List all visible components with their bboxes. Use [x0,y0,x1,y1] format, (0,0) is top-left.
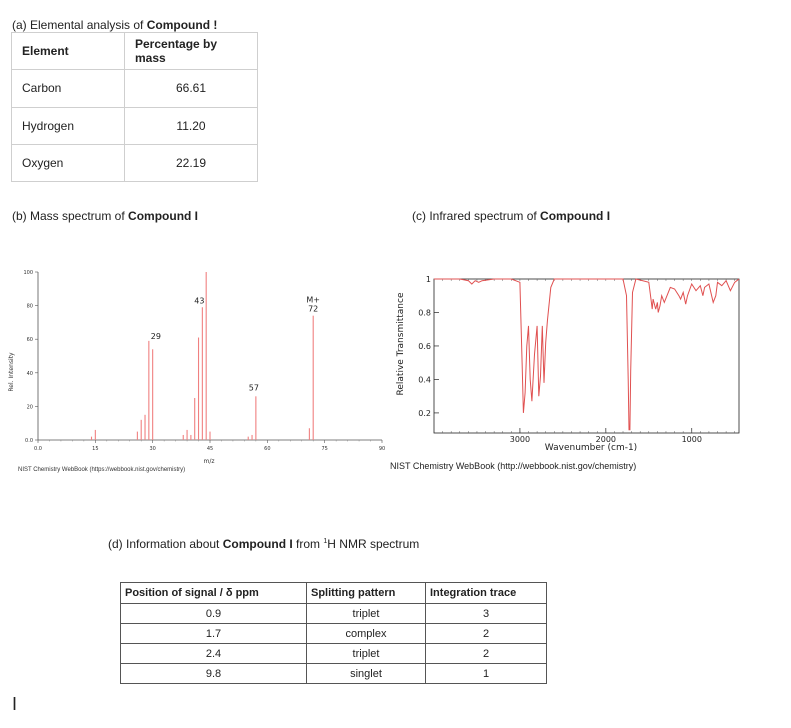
cell-position: 2.4 [120,643,307,664]
cell-percent: 66.61 [124,69,258,108]
ms-x-tick-label: 60 [264,446,270,452]
part-d-heading-suffix: H NMR spectrum [327,537,420,551]
ms-peak-label: 57 [249,383,259,392]
part-d-heading-sup: 1 [323,538,328,545]
ir-credit: NIST Chemistry WebBook (http://webbook.n… [390,461,637,471]
header-integration: Integration trace [425,582,547,604]
header-splitting: Splitting pattern [306,582,426,604]
ir-x-tick-label: 3000 [510,435,530,444]
part-a-heading: (a) Elemental analysis of Compound ! [12,18,217,32]
table-row: Hydrogen 11.20 [11,106,258,145]
ms-x-tick-label: 15 [92,446,98,452]
ir-y-tick-label: 0.4 [418,375,431,384]
ms-y-tick-label: 80 [27,304,33,310]
cell-percent: 22.19 [124,143,258,183]
ir-transmittance-line [434,278,740,431]
part-c-heading: (c) Infrared spectrum of Compound I [412,209,610,223]
ir-x-tick-label: 1000 [682,435,702,444]
stray-text-cursor: I [12,694,18,714]
ms-peak-label: 43 [194,296,204,305]
cell-percent: 11.20 [124,106,258,145]
cell-integration: 3 [425,603,547,624]
ir-x-tick-label: 2000 [596,435,616,444]
table-row: 1.7 complex 2 [120,623,547,644]
table-header-row: Position of signal / δ ppm Splitting pat… [120,582,547,604]
part-d-heading: (d) Information about Compound I from 1H… [108,537,419,551]
cell-position: 0.9 [120,603,307,624]
cell-integration: 2 [425,643,547,664]
header-percentage: Percentage by mass [124,31,258,71]
ms-y-axis-label: Rel. Intensity [8,352,15,392]
cell-splitting: complex [306,623,426,644]
ir-x-axis-label: Wavenumber (cm-1) [545,443,637,453]
ir-y-tick-label: 0.6 [418,342,431,351]
ms-x-tick-label: 30 [149,446,155,452]
ms-y-tick-label: 100 [23,270,33,276]
table-row: Oxygen 22.19 [11,143,258,183]
ms-x-tick-label: 0.0 [34,446,42,452]
part-d-heading-prefix: (d) Information about [108,537,223,551]
ms-x-tick-label: 45 [207,446,213,452]
ms-credit: NIST Chemistry WebBook (https://webbook.… [18,467,186,473]
part-c-heading-compound: Compound I [540,209,611,223]
ms-x-axis-label: m/z [203,458,214,465]
ms-y-tick-label: 40 [27,371,33,377]
ms-y-tick-label: 20 [27,404,33,410]
cell-element: Hydrogen [11,106,125,145]
table-row: 9.8 singlet 1 [120,663,547,684]
part-a-heading-prefix: (a) Elemental analysis of [12,18,147,32]
cell-element: Carbon [11,69,125,108]
elemental-analysis-table: Element Percentage by mass Carbon 66.61 … [11,31,258,183]
part-c-heading-prefix: (c) Infrared spectrum of [412,209,541,223]
ir-spectrum-chart: 1 0.8 0.6 0.4 0.2 3000 2000 1000 Relative Trans… [396,275,740,453]
ir-y-tick-label: 0.2 [418,409,431,418]
table-row: 0.9 triplet 3 [120,603,547,624]
ir-y-axis-label: Relative Transmittance [396,292,406,395]
table-row: Carbon 66.61 [11,69,258,108]
part-b-heading: (b) Mass spectrum of Compound I [12,209,198,223]
cell-integration: 1 [425,663,547,684]
part-d-heading-from: from [292,537,324,551]
ms-peak-label: M+ [306,296,320,305]
part-b-heading-prefix: (b) Mass spectrum of [12,209,129,223]
table-row: 2.4 triplet 2 [120,643,547,664]
header-element: Element [11,31,125,71]
ir-plot-frame [433,278,740,434]
cell-splitting: triplet [306,603,426,624]
ms-x-tick-label: 75 [321,446,327,452]
part-b-heading-compound: Compound I [128,209,199,223]
header-position: Position of signal / δ ppm [120,582,307,604]
ir-y-tick-label: 1 [426,275,431,284]
ms-y-tick-label: 0.0 [25,438,33,444]
nmr-table: Position of signal / δ ppm Splitting pat… [120,582,547,684]
ms-peak-label: 72 [308,305,318,314]
table-header-row: Element Percentage by mass [11,31,258,71]
part-d-heading-compound: Compound I [222,537,293,551]
ms-x-tick-label: 90 [379,446,385,452]
cell-position: 9.8 [120,663,307,684]
ms-y-tick-label: 60 [27,337,33,343]
cell-splitting: singlet [306,663,426,684]
part-a-heading-compound: Compound ! [146,18,218,32]
cell-element: Oxygen [11,143,125,183]
cell-integration: 2 [425,623,547,644]
cell-splitting: triplet [306,643,426,664]
ms-peak-label: 29 [151,332,161,341]
ir-y-tick-label: 0.8 [418,308,431,317]
cell-position: 1.7 [120,623,307,644]
